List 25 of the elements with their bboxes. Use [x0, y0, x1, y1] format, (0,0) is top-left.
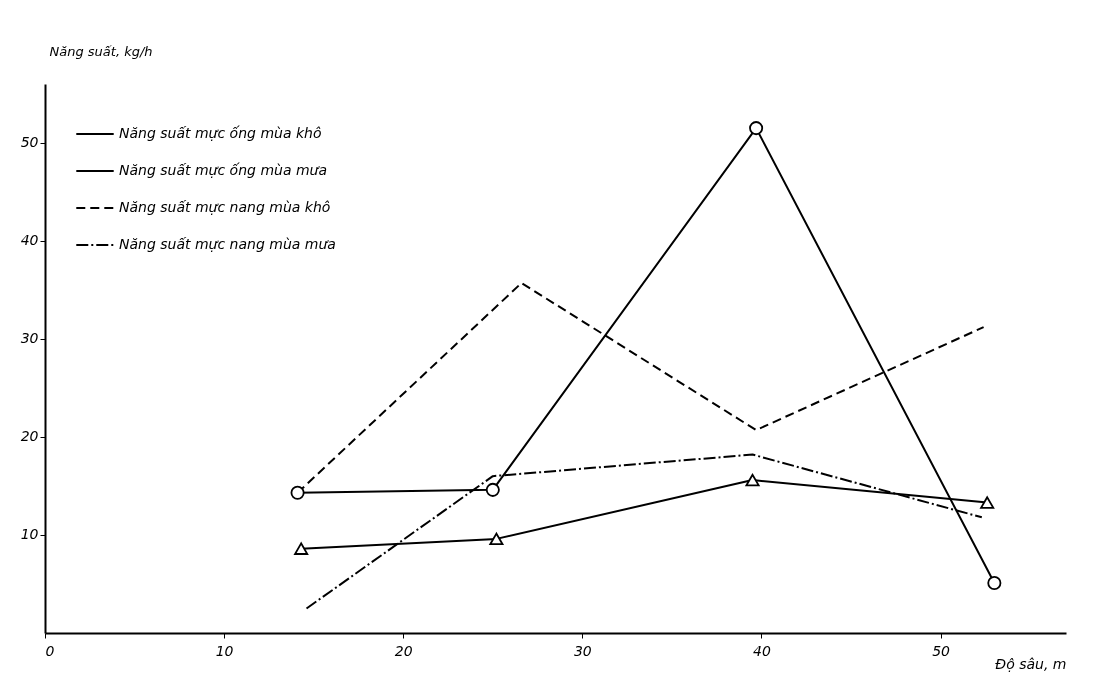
legend-label: Năng suất mực nang mùa mưa	[119, 236, 336, 252]
x-tick-label: 10	[215, 642, 234, 659]
x-tick-label: 20	[394, 642, 413, 659]
x-tick-label: 40	[753, 642, 771, 659]
legend-label: Năng suất mực nang mùa khô	[119, 199, 331, 215]
legend-label: Năng suất mực ống mùa khô	[119, 125, 322, 141]
point	[987, 575, 1002, 591]
point	[290, 485, 305, 500]
point	[485, 482, 500, 497]
y-tick-label: 50	[20, 134, 39, 151]
x-tick-label: 30	[573, 642, 592, 659]
y-tick-label: 30	[20, 330, 39, 347]
point	[489, 532, 504, 546]
point	[749, 121, 764, 136]
point	[745, 473, 760, 487]
x-tick-label: 50	[932, 642, 951, 659]
y-axis-title: Năng suất, kg/h	[49, 43, 153, 59]
point	[294, 542, 309, 555]
y-tick-label: 10	[20, 526, 39, 543]
x-axis-title: Độ sâu, m	[995, 655, 1067, 672]
y-tick-label: 20	[20, 428, 39, 445]
legend-label: Năng suất mực ống mùa mưa	[119, 162, 328, 178]
x-tick-label: 0	[45, 642, 55, 659]
y-tick-label: 40	[20, 232, 39, 249]
point	[980, 496, 995, 509]
